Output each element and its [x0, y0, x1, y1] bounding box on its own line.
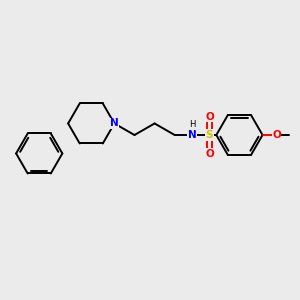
- Text: O: O: [205, 112, 214, 122]
- Text: O: O: [272, 130, 281, 140]
- Text: O: O: [205, 148, 214, 158]
- Text: N: N: [110, 118, 119, 128]
- Text: N: N: [188, 130, 197, 140]
- Text: H: H: [189, 120, 195, 129]
- Text: S: S: [206, 130, 213, 140]
